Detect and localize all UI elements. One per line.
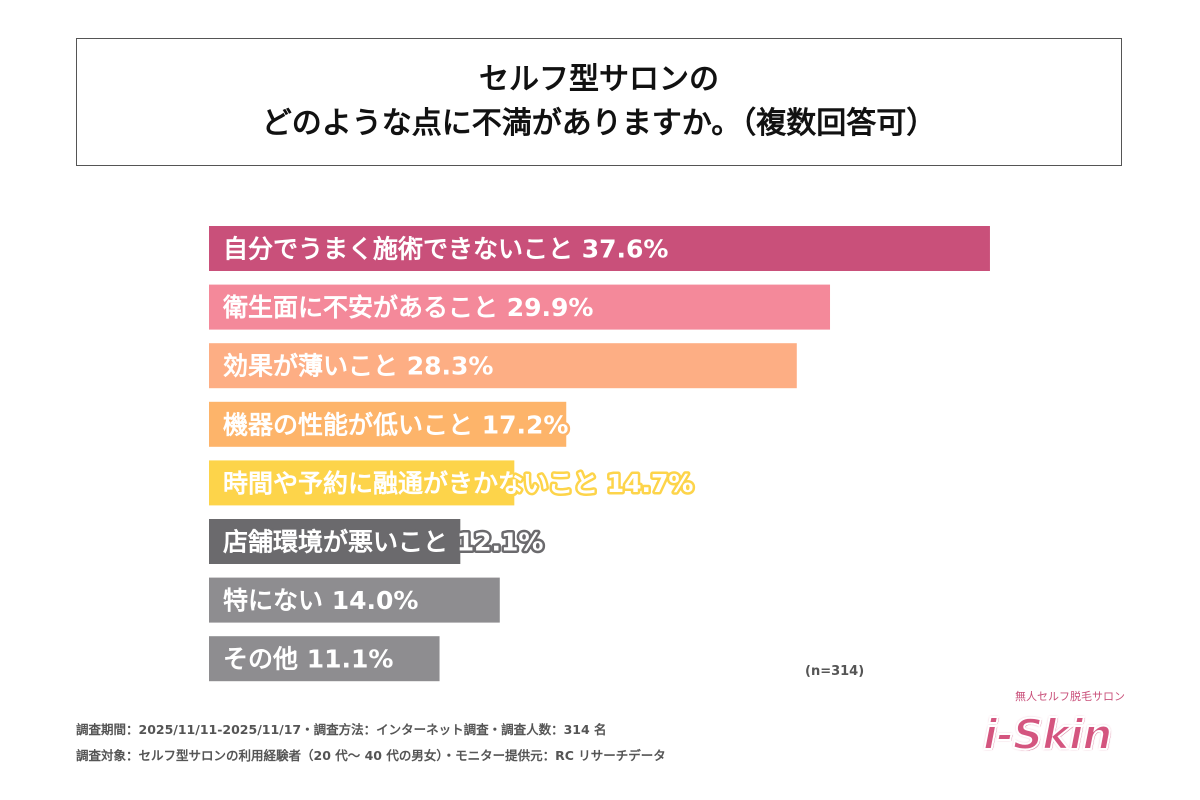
survey-target-text: 調査対象：セルフ型サロンの利用経験者（20 代～ 40 代の男女）・モニター提供… [76, 748, 666, 763]
bar-label-7: その他 11.1% [223, 645, 393, 674]
chart-title-line2: どのような点に不満がありますか。（複数回答可） [261, 106, 937, 141]
bar-label-2: 効果が薄いこと 28.3% [223, 352, 493, 381]
bar-label-4: 時間や予約に融通がきかないこと 14.7% [223, 469, 693, 498]
chart-title-line1: セルフ型サロンの [479, 62, 719, 97]
sample-size-note: (n=314) [805, 664, 865, 679]
survey-period-text: 調査期間：2025/11/11-2025/11/17・調査方法：インターネット調… [76, 722, 607, 737]
bar-0 [209, 226, 990, 271]
bar-4 [209, 460, 515, 506]
logo-name: i-Skin [982, 709, 1113, 760]
bar-5 [209, 519, 461, 564]
bar-label-1: 衛生面に不安があること 29.9% [222, 293, 593, 322]
bar-label-6: 特にない 14.0% [223, 586, 418, 615]
logo-subtitle: 無人セルフ脱毛サロン [1015, 690, 1125, 703]
i-skin-logo: 無人セルフ脱毛サロン i-Skin [975, 686, 1135, 770]
bar-2 [209, 343, 797, 389]
bar-label-3: 機器の性能が低いこと 17.2% [223, 410, 568, 439]
bar-label-5: 店舗環境が悪いこと 12.1% [223, 528, 543, 557]
title-box: セルフ型サロンの どのような点に不満がありますか。（複数回答可） [76, 38, 1122, 166]
bar-1 [209, 284, 831, 330]
bar-label-0: 自分でうまく施術できないこと 37.6% [223, 235, 668, 264]
bar-7 [209, 636, 440, 682]
bar-3 [209, 401, 567, 447]
bar-6 [209, 577, 500, 623]
